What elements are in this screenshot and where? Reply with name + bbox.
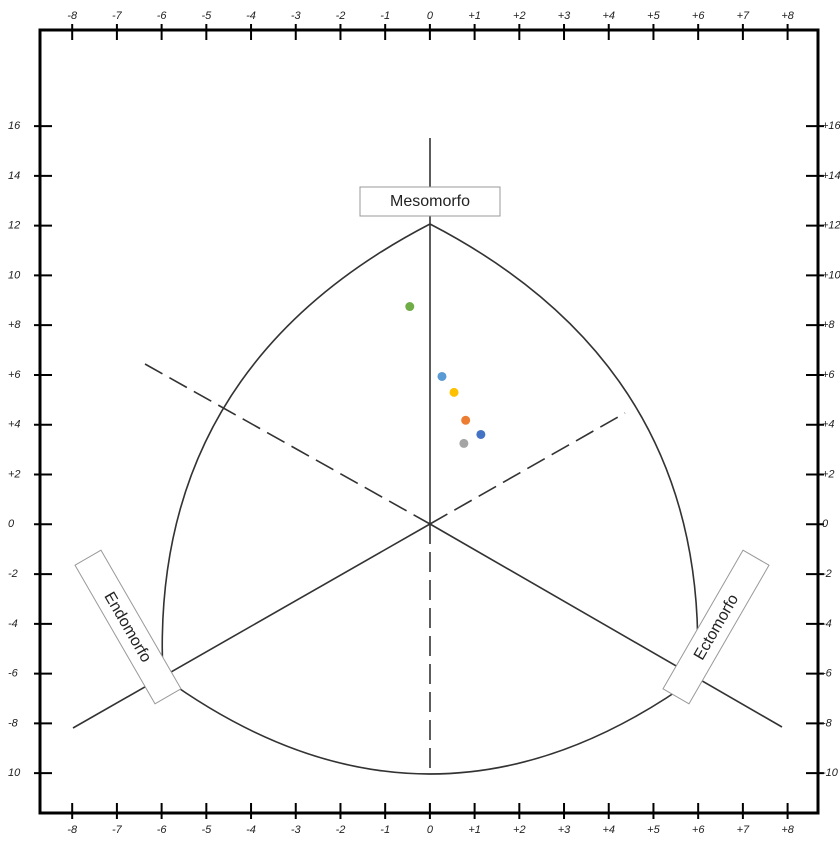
y-tick-label: -2: [8, 568, 18, 580]
y2-tick-label: +16: [822, 120, 840, 132]
y-tick-label: -4: [8, 618, 18, 630]
x-tick-label: -1: [380, 10, 390, 22]
point: [476, 429, 486, 439]
y-tick-label: 10: [8, 767, 21, 779]
y-tick-label: 16: [8, 120, 21, 132]
x-tick-label: -1: [380, 824, 390, 836]
y2-tick-label: +6: [822, 369, 835, 381]
y2-tick-label: 0: [822, 518, 829, 530]
arc: [429, 223, 699, 678]
label-frame: [74, 549, 182, 705]
y2-tick-label: -4: [822, 618, 832, 630]
x-tick-label: +7: [737, 10, 750, 22]
x-tick-label: +6: [692, 824, 705, 836]
label: Mesomorfo: [390, 193, 470, 210]
x-tick-label: -8: [67, 824, 78, 836]
x-tick-label: +1: [468, 824, 481, 836]
x-tick-label: +5: [647, 824, 660, 836]
y-tick-label: +4: [8, 419, 21, 431]
y-tick-label: -8: [8, 717, 19, 729]
x-tick-label: +4: [602, 10, 615, 22]
y-tick-label: 10: [8, 269, 21, 281]
x-tick-label: +2: [513, 10, 526, 22]
x-tick-label: 0: [427, 10, 434, 22]
x-tick-label: -4: [246, 824, 256, 836]
y2-tick-label: -8: [822, 717, 833, 729]
point: [459, 438, 469, 448]
y2-tick-label: -10: [822, 767, 839, 779]
y-tick-label: +2: [8, 468, 21, 480]
x-tick-label: -7: [112, 10, 123, 22]
axis-line: [429, 523, 783, 728]
y2-tick-label: +14: [822, 170, 840, 182]
arc: [161, 223, 431, 678]
x-tick-label: -7: [112, 824, 123, 836]
point: [437, 371, 447, 381]
x-tick-label: 0: [427, 824, 434, 836]
x-tick-label: -3: [291, 824, 302, 836]
y2-tick-label: -6: [822, 668, 833, 680]
label-box: Ectomorfo: [662, 549, 770, 705]
y2-tick-label: +12: [822, 220, 840, 232]
y-tick-label: +6: [8, 369, 21, 381]
x-tick-label: -3: [291, 10, 302, 22]
x-tick-label: -5: [201, 824, 212, 836]
y2-tick-label: +8: [822, 319, 835, 331]
x-tick-label: -8: [67, 10, 78, 22]
x-tick-label: +2: [513, 824, 526, 836]
y2-tick-label: -2: [822, 568, 832, 580]
x-tick-label: -4: [246, 10, 256, 22]
point: [449, 387, 459, 397]
x-tick-label: +5: [647, 10, 660, 22]
y-tick-label: +8: [8, 319, 21, 331]
x-tick-label: -2: [336, 10, 346, 22]
y-tick-label: 12: [8, 220, 20, 232]
y-tick-label: -6: [8, 668, 19, 680]
x-tick-label: +4: [602, 824, 615, 836]
x-tick-label: -2: [336, 824, 346, 836]
axis-line: [429, 412, 626, 525]
x-tick-label: +1: [468, 10, 481, 22]
x-tick-label: +8: [781, 824, 794, 836]
x-tick-label: -6: [157, 824, 168, 836]
y2-tick-label: +2: [822, 468, 835, 480]
label-frame: [359, 186, 501, 217]
label-box: Endomorfo: [74, 549, 182, 705]
axis-line: [72, 523, 431, 729]
label-box: Mesomorfo: [359, 186, 501, 217]
y-tick-label: 0: [8, 518, 15, 530]
x-tick-label: +3: [558, 10, 571, 22]
arc: [162, 676, 698, 775]
x-tick-label: -6: [157, 10, 168, 22]
y2-tick-label: +10: [822, 269, 840, 281]
x-tick-label: +3: [558, 824, 571, 836]
x-tick-label: +7: [737, 824, 750, 836]
y2-tick-label: +4: [822, 419, 835, 431]
x-tick-label: -5: [201, 10, 212, 22]
point: [461, 415, 471, 425]
label-frame: [662, 549, 770, 705]
y-tick-label: 14: [8, 170, 20, 182]
x-tick-label: +6: [692, 10, 705, 22]
point: [405, 302, 415, 312]
x-tick-label: +8: [781, 10, 794, 22]
axis-line: [144, 363, 431, 525]
